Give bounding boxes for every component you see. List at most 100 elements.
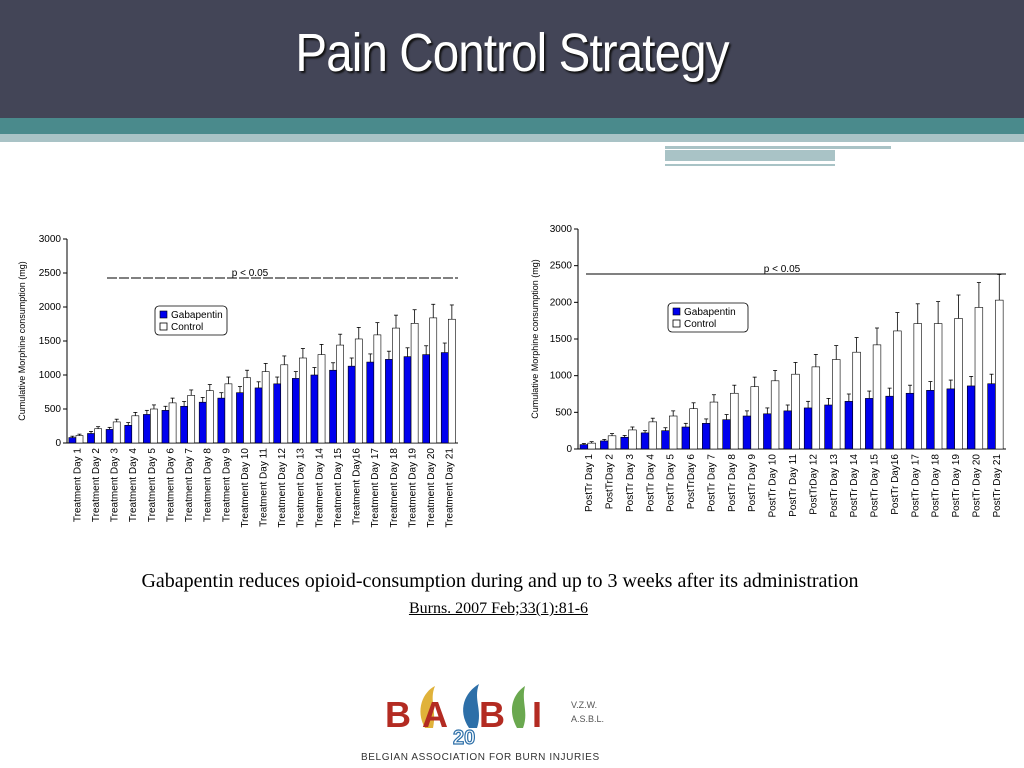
chart-post-treatment-days: Cumulative Morphine consumption (mg) 0 500… [530, 224, 1006, 518]
bar-gabapentin [87, 433, 95, 444]
x-tick-label: Treatment Day 6 [165, 448, 176, 523]
bar-control [811, 366, 821, 450]
bar-gabapentin [905, 392, 915, 450]
bar-gabapentin [600, 440, 609, 450]
significance-label-bg [230, 268, 270, 277]
flame-icon [420, 686, 435, 728]
bar-gabapentin [824, 404, 833, 450]
leaf-icon [511, 686, 526, 728]
x-tick-label: Treatment Day 3 [110, 448, 121, 523]
significance-label-bg [762, 264, 802, 273]
x-tick-label: PostTr Day 8 [727, 454, 738, 512]
legend-box [667, 302, 749, 333]
logo-letter-b2: B [479, 694, 505, 735]
bar-gabapentin [254, 387, 263, 444]
legend-label-control: Control [684, 319, 716, 330]
bar-gabapentin [987, 383, 996, 450]
logo-letter-i: I [532, 694, 542, 735]
bar-gabapentin [844, 401, 854, 450]
bar-control [587, 442, 596, 450]
bar-control [429, 317, 438, 444]
significance-label: p < 0.05 [232, 268, 269, 279]
bar-gabapentin [180, 405, 188, 444]
deco-line-2 [665, 146, 891, 149]
bar-gabapentin [198, 401, 207, 444]
x-tick-label: PostTr Day 4 [645, 454, 656, 512]
bar-gabapentin [161, 410, 170, 444]
bar-control [354, 338, 363, 444]
bar-gabapentin [640, 432, 650, 450]
bar-gabapentin [105, 429, 114, 444]
bar-gabapentin [783, 410, 792, 450]
x-tick-label: Treatment Day 12 [277, 448, 288, 528]
bar-gabapentin [661, 430, 670, 450]
x-tick-label: PostTr Day 9 [747, 454, 758, 512]
bar-control [709, 401, 719, 450]
logo-number: 20 [453, 727, 475, 749]
x-tick-label: Treatment Day 8 [203, 448, 214, 523]
x-tick-label: Treatment Day 5 [147, 448, 158, 523]
x-tick-label: Treatment Day 13 [296, 448, 307, 528]
legend-swatch-gabapentin [159, 310, 168, 319]
bar-control [448, 318, 456, 444]
drop-icon [463, 684, 479, 728]
x-tick-label: PostTr Day 3 [625, 454, 636, 512]
y-tick-label: 2000 [550, 297, 573, 308]
bar-gabapentin [865, 398, 874, 450]
bar-gabapentin [68, 437, 77, 444]
bar-gabapentin [966, 385, 976, 450]
x-tick-label: PostTr Day 21 [992, 454, 1003, 518]
bar-control [224, 383, 233, 444]
logo-tagline: Belgian Association for Burn Injuries [361, 752, 600, 763]
bar-control [187, 395, 196, 444]
bar-control [770, 380, 780, 450]
bar-gabapentin [403, 356, 412, 444]
y-tick-label: 0 [566, 444, 572, 455]
x-tick-label: PostTr Day 19 [951, 454, 962, 518]
bar-gabapentin [681, 426, 690, 450]
x-tick-label: Treatment Day 18 [389, 448, 400, 528]
bar-gabapentin [763, 413, 772, 450]
light-band [0, 134, 665, 142]
significance-label: p < 0.05 [764, 264, 801, 275]
header-bar [0, 0, 1024, 118]
y-tick-label: 3000 [550, 224, 573, 235]
bar-gabapentin [946, 388, 955, 450]
logo-letter-a: A [422, 694, 448, 735]
bar-gabapentin [803, 407, 813, 450]
x-tick-label: PostTr Day 20 [971, 454, 982, 518]
bar-gabapentin [143, 414, 151, 444]
bar-gabapentin [440, 352, 449, 444]
bar-gabapentin [291, 378, 300, 444]
bar-control [243, 377, 251, 444]
bar-control [112, 421, 121, 444]
bar-control [750, 386, 759, 450]
logo-suffix-2: A.S.B.L. [571, 714, 604, 724]
reference-link[interactable]: Burns. 2007 Feb;33(1):81-6 [408, 600, 589, 617]
y-tick-label: 2500 [550, 261, 573, 272]
x-tick-label: Treatment Day 20 [426, 448, 437, 528]
x-tick-label: Treatment Day 19 [407, 448, 418, 528]
bar-control [730, 392, 739, 450]
legend-box [154, 305, 228, 336]
legend-swatch-gabapentin [672, 307, 681, 316]
x-tick-label: Treatment Day 4 [128, 448, 139, 523]
x-tick-label: Treatment Day 17 [370, 448, 381, 528]
bar-gabapentin [124, 425, 133, 444]
x-tick-label: Treatment Day 11 [259, 448, 270, 527]
y-tick-label: 500 [44, 404, 61, 415]
bar-gabapentin [217, 397, 226, 444]
bar-control [689, 408, 698, 450]
bar-control [299, 357, 307, 444]
bar-control [628, 429, 637, 450]
bar-control [913, 323, 922, 450]
y-tick-label: 0 [55, 438, 61, 449]
legend-swatch-control [159, 322, 168, 331]
slide-caption: Gabapentin reduces opioid-consumption du… [141, 570, 859, 592]
bar-control [410, 323, 419, 444]
bar-control [791, 373, 800, 450]
bar-control [168, 402, 177, 444]
x-tick-label: Treatment Day 10 [240, 448, 251, 528]
bar-gabapentin [366, 361, 375, 444]
deco-line-1 [665, 134, 1024, 142]
